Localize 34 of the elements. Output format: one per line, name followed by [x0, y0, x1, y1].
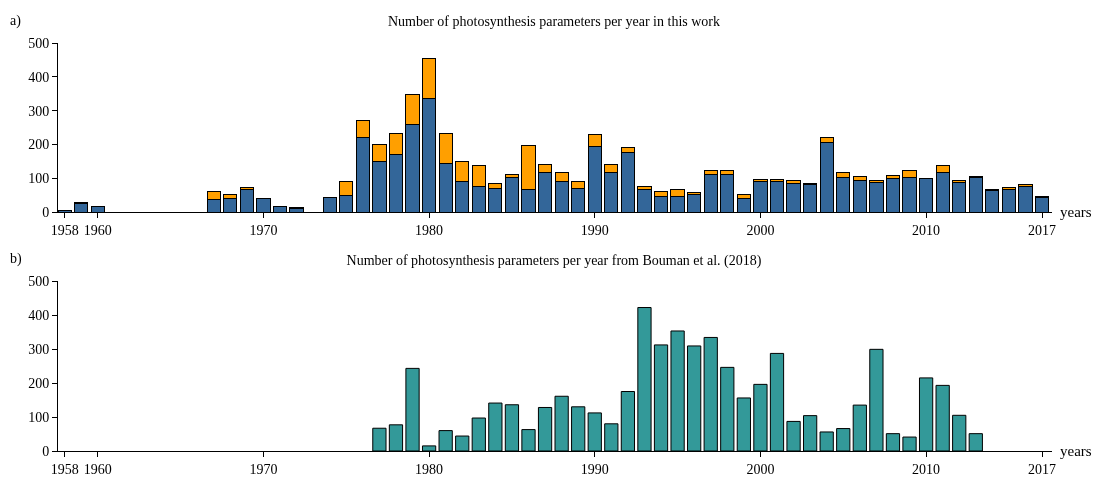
x-tick-label: 1990: [580, 461, 609, 477]
text: b): [10, 251, 22, 267]
text: a): [10, 13, 22, 29]
y-tick-label: 300: [28, 103, 50, 119]
x-tick-label: 1960: [83, 461, 112, 477]
x-tick-label: 2000: [746, 461, 775, 477]
y-tick-label: 400: [28, 69, 50, 85]
chart-title: Number of photosynthesis parameters per year in this work: [387, 13, 721, 29]
x-tick-label: 1970: [249, 461, 278, 477]
y-tick-label: 100: [28, 171, 50, 187]
x-axis-title: years: [1060, 443, 1092, 459]
chart-title: Number of photosynthesis parameters per year from Bouman et al. (2018): [346, 252, 762, 269]
x-tick-label: 1958: [50, 222, 79, 238]
x-tick-label: 1970: [249, 222, 278, 238]
y-tick-label: 300: [28, 341, 50, 357]
y-tick-label: 0: [42, 204, 50, 220]
x-axis-title: years: [1060, 204, 1092, 220]
x-tick-label: 1960: [83, 222, 112, 238]
x-tick-label: 2010: [912, 222, 941, 238]
x-tick-label: 1990: [580, 222, 609, 238]
y-tick-label: 200: [28, 375, 50, 391]
x-tick-label: 2017: [1028, 461, 1057, 477]
y-tick-label: 100: [28, 409, 50, 425]
y-tick-label: 500: [28, 35, 50, 51]
x-tick-label: 1980: [415, 222, 444, 238]
y-tick-label: 500: [28, 273, 50, 289]
x-tick-label: 2017: [1028, 222, 1057, 238]
y-tick-label: 200: [28, 137, 50, 153]
x-tick-label: 1980: [415, 461, 444, 477]
x-tick-label: 2010: [912, 461, 941, 477]
y-tick-label: 400: [28, 307, 50, 323]
x-tick-label: 2000: [746, 222, 775, 238]
y-tick-label: 0: [42, 443, 50, 459]
x-tick-label: 1958: [50, 461, 79, 477]
